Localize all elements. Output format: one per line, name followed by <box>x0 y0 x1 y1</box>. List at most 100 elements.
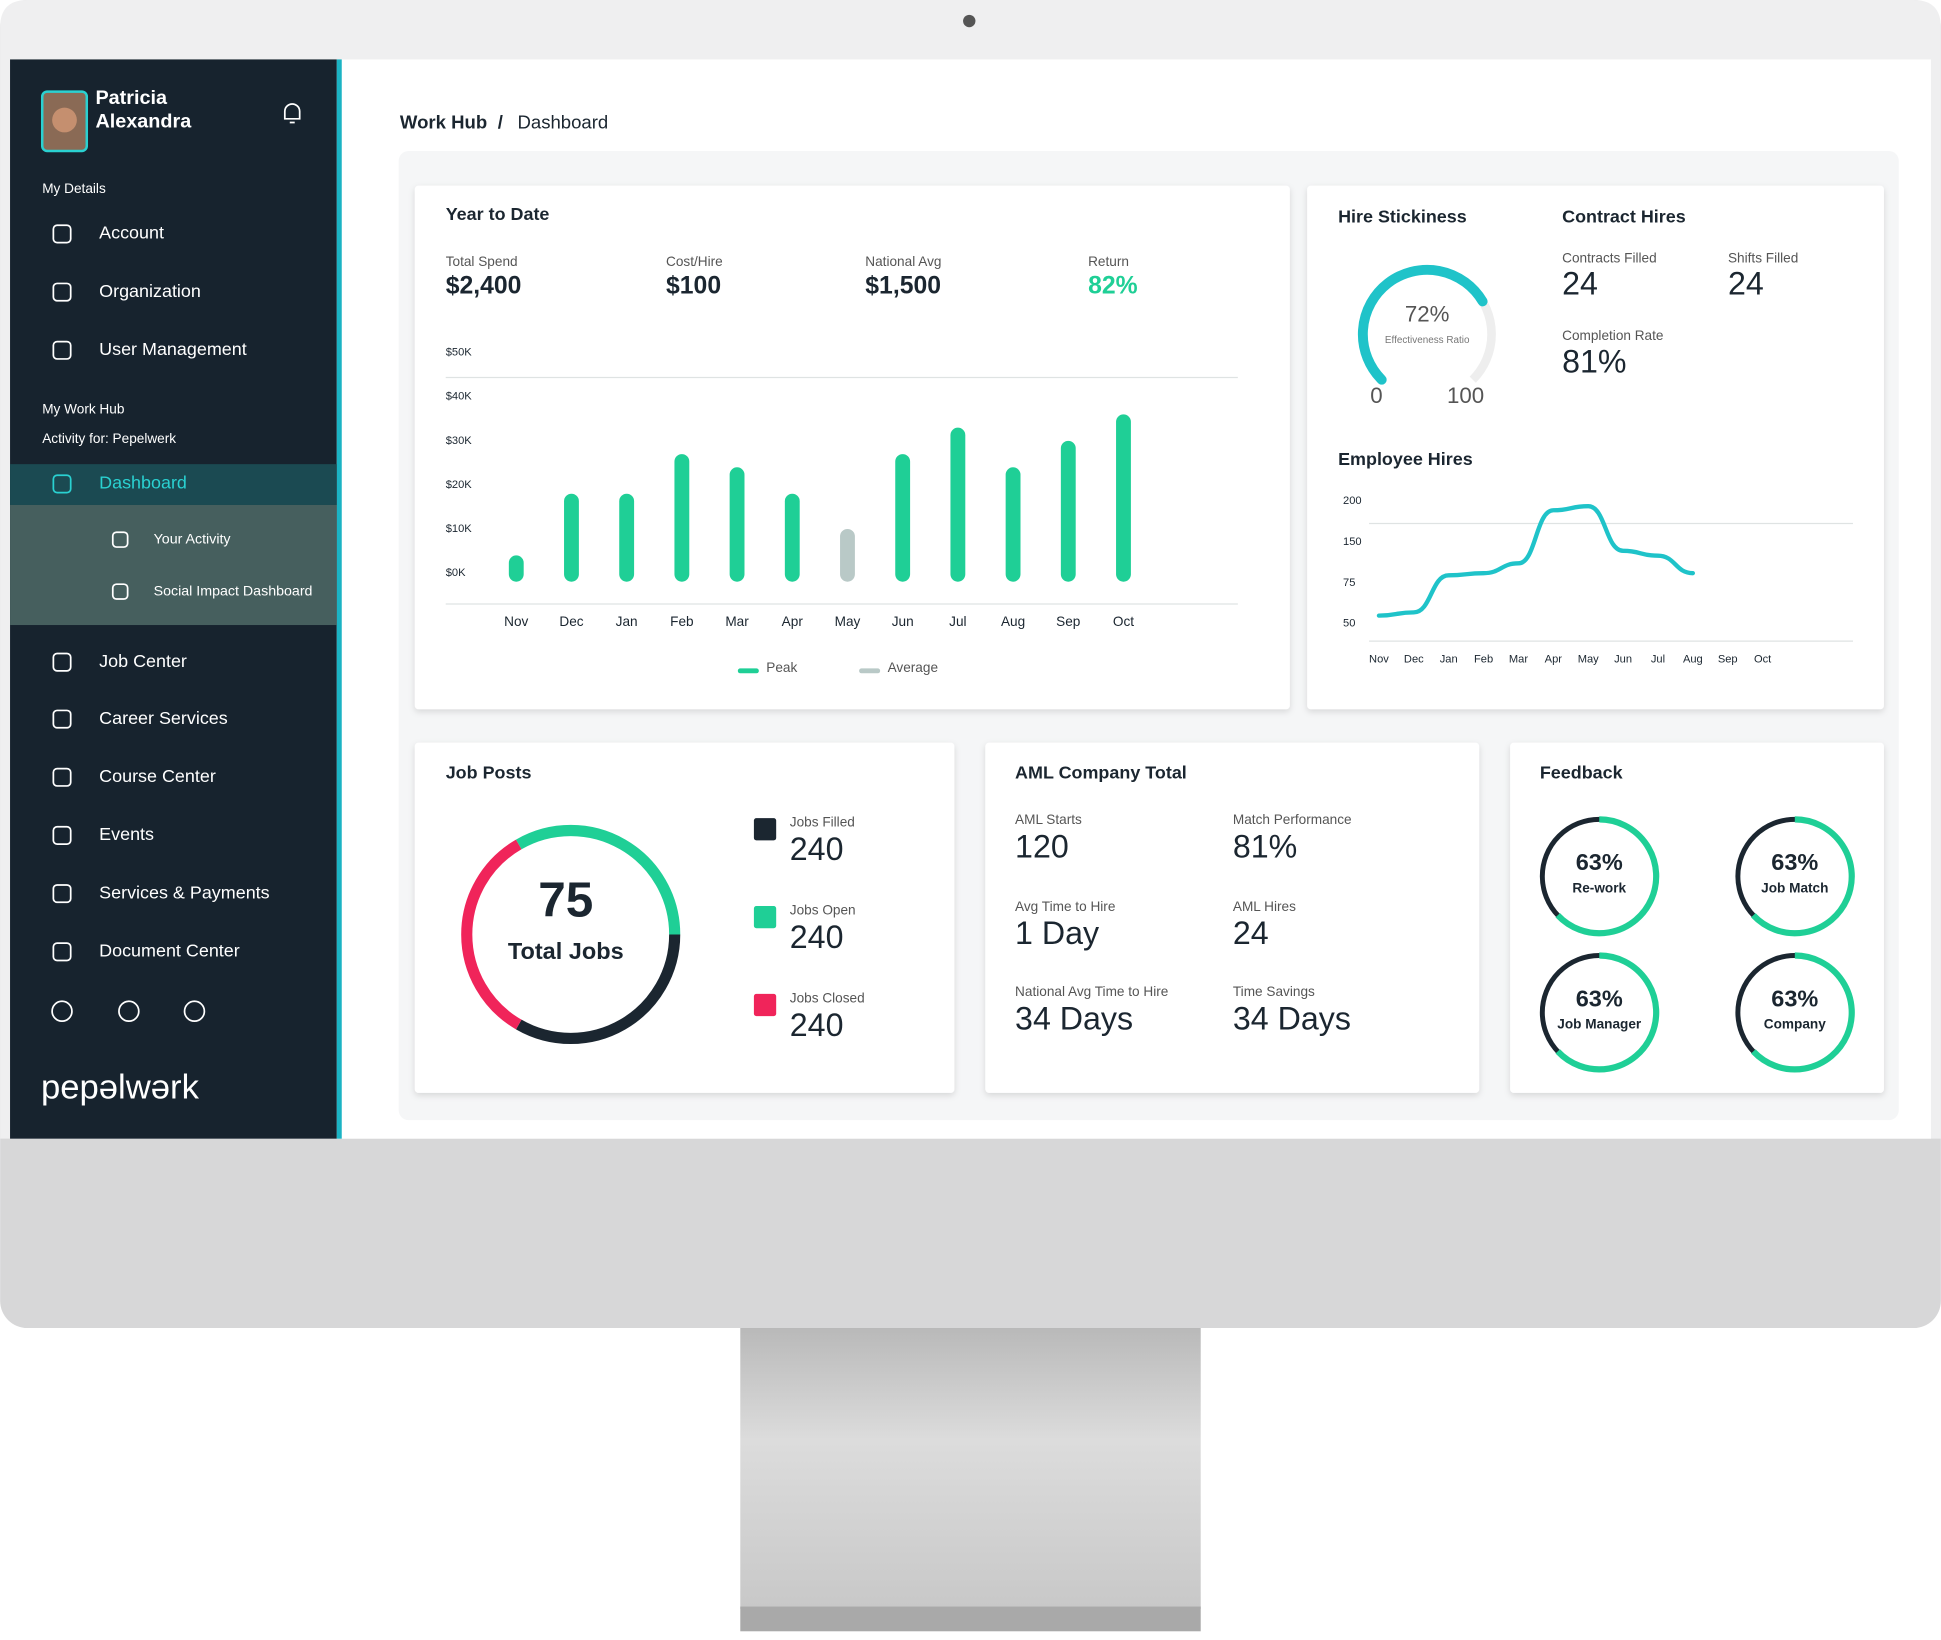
x-tick-label: Feb <box>670 614 693 629</box>
stat-label: Avg Time to Hire <box>1015 899 1115 914</box>
ring-label: Re-work <box>1572 880 1626 895</box>
subnav-item[interactable]: Social Impact Dashboard <box>154 583 313 599</box>
ring-arc <box>1751 816 1855 937</box>
bar <box>508 555 524 582</box>
subnav-item[interactable]: Your Activity <box>154 531 232 547</box>
stat-label: Return <box>1088 254 1129 269</box>
footer-icon[interactable] <box>118 1000 140 1022</box>
legend-label: Jobs Open <box>790 903 856 918</box>
section-title: My Details <box>42 181 106 196</box>
bar <box>674 454 690 582</box>
legend-swatch <box>753 818 777 841</box>
breadcrumb[interactable]: Work Hub <box>400 112 487 133</box>
legend-swatch <box>737 668 759 674</box>
bell-icon[interactable] <box>283 103 301 124</box>
nav-item[interactable]: Career Services <box>99 708 228 728</box>
stat-label: Time Savings <box>1233 984 1315 999</box>
user-name-box: Patricia Alexandra <box>95 87 192 133</box>
nav-item-active[interactable]: Dashboard <box>99 473 187 493</box>
sidebar-border <box>336 59 342 1139</box>
stat-label: Match Performance <box>1233 812 1352 827</box>
stat-label: Shifts Filled <box>1728 250 1798 265</box>
donut-segment <box>461 839 522 1030</box>
ring-value: 63% <box>1771 849 1818 875</box>
nav-item[interactable]: Course Center <box>99 766 216 786</box>
footer-icon[interactable] <box>51 1000 73 1022</box>
gauge-value: 72% <box>1405 302 1450 327</box>
gauge-max: 100 <box>1447 383 1484 408</box>
x-tick-label: Apr <box>782 614 804 629</box>
nav-item[interactable]: Account <box>99 223 164 243</box>
nav-item[interactable]: Organization <box>99 281 201 301</box>
legend-value: 240 <box>790 1007 844 1043</box>
nav-item[interactable]: Services & Payments <box>99 882 269 902</box>
x-tick-label: Aug <box>1683 654 1703 666</box>
icon <box>52 282 72 302</box>
legend-value: 240 <box>790 919 844 955</box>
x-tick-label: Jun <box>892 614 914 629</box>
section-title: My Work Hub <box>42 401 124 416</box>
stat-label: National Avg Time to Hire <box>1015 984 1168 999</box>
legend-label: Average <box>888 660 938 675</box>
donut-segment <box>515 825 681 935</box>
logo: pepəlwərk <box>41 1068 200 1106</box>
legend-value: 240 <box>790 831 844 867</box>
ring-label: Company <box>1764 1016 1826 1031</box>
x-tick-label: May <box>1578 654 1599 666</box>
stat-label: AML Starts <box>1015 812 1082 827</box>
x-tick-label: Jan <box>616 614 638 629</box>
ring-arc <box>1751 952 1855 1073</box>
x-tick-label: Dec <box>1404 654 1424 666</box>
stat-value: $100 <box>666 273 721 300</box>
stat-value: 34 Days <box>1233 1001 1351 1037</box>
stat-label: National Avg <box>865 254 941 269</box>
stat-value: 24 <box>1728 265 1764 301</box>
icon <box>111 531 129 548</box>
x-tick-label: Jul <box>1651 654 1665 666</box>
donut-center-value: 75 <box>538 873 593 928</box>
legend-swatch <box>753 993 777 1017</box>
donut-segment <box>515 934 681 1044</box>
stat-value: 120 <box>1015 829 1069 865</box>
x-tick-label: Aug <box>1001 614 1025 629</box>
x-tick-label: Feb <box>1474 654 1493 666</box>
x-tick-label: Mar <box>725 614 749 629</box>
y-tick-label: 200 <box>1343 495 1362 507</box>
user-name: Patricia Alexandra <box>95 87 192 133</box>
legend-label: Jobs Filled <box>790 815 855 830</box>
icon <box>52 709 72 729</box>
nav-item[interactable]: Job Center <box>99 651 187 671</box>
footer-icon[interactable] <box>183 1000 206 1022</box>
camera <box>963 14 976 28</box>
bar <box>950 427 966 582</box>
stat-value: 1 Day <box>1015 915 1100 951</box>
legend-swatch <box>859 668 881 674</box>
nav-item[interactable]: Events <box>99 824 154 844</box>
y-tick-label: $10K <box>446 523 473 535</box>
stat-value: 24 <box>1233 915 1269 951</box>
ring-arc <box>1555 816 1660 937</box>
gauge-label-box: Effectiveness Ratio <box>1385 334 1470 345</box>
icon <box>52 942 72 962</box>
x-tick-label: Nov <box>1369 654 1389 666</box>
x-tick-label: Oct <box>1754 654 1772 666</box>
nav-item[interactable]: Document Center <box>99 941 240 961</box>
stat-value: 82% <box>1088 273 1138 300</box>
stand-base <box>740 1606 1201 1632</box>
y-tick-label: $0K <box>446 567 466 579</box>
card-title: Hire Stickiness <box>1338 207 1467 227</box>
section-subtitle: Activity for: Pepelwerk <box>42 431 176 446</box>
icon <box>52 340 72 360</box>
ring-value: 63% <box>1576 985 1623 1011</box>
bar <box>1060 440 1076 582</box>
ring-label: Job Manager <box>1557 1016 1642 1031</box>
nav-item[interactable]: User Management <box>99 339 247 359</box>
breadcrumb-separator: / <box>498 112 503 133</box>
bar <box>564 493 579 582</box>
active-row <box>10 464 337 505</box>
card <box>1307 185 1884 710</box>
subnav-panel <box>10 504 337 626</box>
gauge-arc <box>1357 264 1488 385</box>
x-tick-label: May <box>835 614 861 629</box>
y-tick-label: 50 <box>1343 618 1355 630</box>
